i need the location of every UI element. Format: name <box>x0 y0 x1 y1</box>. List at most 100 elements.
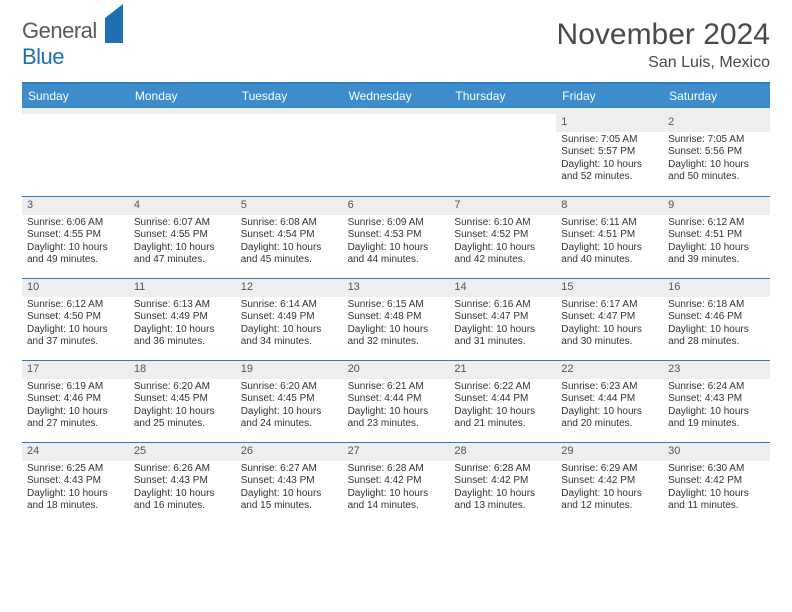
calendar-cell <box>236 114 343 196</box>
calendar-cell <box>449 114 556 196</box>
calendar-cell <box>129 114 236 196</box>
calendar-cell: 19Sunrise: 6:20 AMSunset: 4:45 PMDayligh… <box>236 360 343 442</box>
sunrise-line: Sunrise: 6:23 AM <box>561 381 658 394</box>
sunset-line: Sunset: 4:49 PM <box>241 311 338 324</box>
sunset-line: Sunset: 4:55 PM <box>27 229 124 242</box>
title-block: November 2024 San Luis, Mexico <box>557 18 770 72</box>
sunset-line: Sunset: 4:43 PM <box>134 475 231 488</box>
daylight-line: Daylight: 10 hours and 19 minutes. <box>668 406 765 431</box>
sunset-line: Sunset: 4:42 PM <box>668 475 765 488</box>
sunrise-line: Sunrise: 6:25 AM <box>27 463 124 476</box>
calendar-cell <box>343 114 450 196</box>
daylight-line: Daylight: 10 hours and 21 minutes. <box>454 406 551 431</box>
day-header: Tuesday <box>236 84 343 108</box>
daylight-line: Daylight: 10 hours and 52 minutes. <box>561 159 658 184</box>
day-number: 6 <box>343 197 450 215</box>
sunrise-line: Sunrise: 6:11 AM <box>561 217 658 230</box>
calendar-cell: 29Sunrise: 6:29 AMSunset: 4:42 PMDayligh… <box>556 442 663 524</box>
sunset-line: Sunset: 4:52 PM <box>454 229 551 242</box>
sunrise-line: Sunrise: 7:05 AM <box>561 134 658 147</box>
sunrise-line: Sunrise: 6:08 AM <box>241 217 338 230</box>
day-number: 15 <box>556 279 663 297</box>
daylight-line: Daylight: 10 hours and 32 minutes. <box>348 324 445 349</box>
day-number: 12 <box>236 279 343 297</box>
sunset-line: Sunset: 4:50 PM <box>27 311 124 324</box>
day-number: 7 <box>449 197 556 215</box>
day-number: 16 <box>663 279 770 297</box>
day-number: 19 <box>236 361 343 379</box>
sunrise-line: Sunrise: 6:26 AM <box>134 463 231 476</box>
sunrise-line: Sunrise: 6:06 AM <box>27 217 124 230</box>
sunrise-line: Sunrise: 6:07 AM <box>134 217 231 230</box>
sunrise-line: Sunrise: 6:15 AM <box>348 299 445 312</box>
daylight-line: Daylight: 10 hours and 12 minutes. <box>561 488 658 513</box>
day-header: Saturday <box>663 84 770 108</box>
daylight-line: Daylight: 10 hours and 44 minutes. <box>348 242 445 267</box>
calendar-cell: 7Sunrise: 6:10 AMSunset: 4:52 PMDaylight… <box>449 196 556 278</box>
daylight-line: Daylight: 10 hours and 18 minutes. <box>27 488 124 513</box>
daylight-line: Daylight: 10 hours and 13 minutes. <box>454 488 551 513</box>
sunset-line: Sunset: 4:44 PM <box>454 393 551 406</box>
daylight-line: Daylight: 10 hours and 20 minutes. <box>561 406 658 431</box>
sunrise-line: Sunrise: 6:13 AM <box>134 299 231 312</box>
calendar-cell: 10Sunrise: 6:12 AMSunset: 4:50 PMDayligh… <box>22 278 129 360</box>
daylight-line: Daylight: 10 hours and 16 minutes. <box>134 488 231 513</box>
calendar-cell: 14Sunrise: 6:16 AMSunset: 4:47 PMDayligh… <box>449 278 556 360</box>
calendar-cell: 11Sunrise: 6:13 AMSunset: 4:49 PMDayligh… <box>129 278 236 360</box>
daylight-line: Daylight: 10 hours and 36 minutes. <box>134 324 231 349</box>
sunset-line: Sunset: 4:46 PM <box>668 311 765 324</box>
calendar-cell: 28Sunrise: 6:28 AMSunset: 4:42 PMDayligh… <box>449 442 556 524</box>
sunset-line: Sunset: 4:42 PM <box>348 475 445 488</box>
day-number: 2 <box>663 114 770 132</box>
daylight-line: Daylight: 10 hours and 50 minutes. <box>668 159 765 184</box>
calendar-cell <box>22 114 129 196</box>
day-number: 1 <box>556 114 663 132</box>
calendar-cell: 26Sunrise: 6:27 AMSunset: 4:43 PMDayligh… <box>236 442 343 524</box>
sunset-line: Sunset: 4:47 PM <box>454 311 551 324</box>
day-number: 23 <box>663 361 770 379</box>
logo: General Blue <box>22 18 123 70</box>
sunset-line: Sunset: 4:54 PM <box>241 229 338 242</box>
day-number: 13 <box>343 279 450 297</box>
sunset-line: Sunset: 5:57 PM <box>561 146 658 159</box>
day-number: 22 <box>556 361 663 379</box>
sunset-line: Sunset: 4:43 PM <box>241 475 338 488</box>
day-number: 28 <box>449 443 556 461</box>
day-header: Wednesday <box>343 84 450 108</box>
page-title: November 2024 <box>557 18 770 52</box>
day-header: Friday <box>556 84 663 108</box>
daylight-line: Daylight: 10 hours and 11 minutes. <box>668 488 765 513</box>
sunset-line: Sunset: 4:45 PM <box>134 393 231 406</box>
daylight-line: Daylight: 10 hours and 24 minutes. <box>241 406 338 431</box>
daylight-line: Daylight: 10 hours and 47 minutes. <box>134 242 231 267</box>
sunrise-line: Sunrise: 6:29 AM <box>561 463 658 476</box>
day-number: 9 <box>663 197 770 215</box>
calendar-cell: 16Sunrise: 6:18 AMSunset: 4:46 PMDayligh… <box>663 278 770 360</box>
sunset-line: Sunset: 4:51 PM <box>668 229 765 242</box>
sunset-line: Sunset: 4:43 PM <box>27 475 124 488</box>
calendar-cell: 9Sunrise: 6:12 AMSunset: 4:51 PMDaylight… <box>663 196 770 278</box>
calendar-cell: 21Sunrise: 6:22 AMSunset: 4:44 PMDayligh… <box>449 360 556 442</box>
sunset-line: Sunset: 4:44 PM <box>561 393 658 406</box>
sunrise-line: Sunrise: 6:24 AM <box>668 381 765 394</box>
day-number: 17 <box>22 361 129 379</box>
sunset-line: Sunset: 4:42 PM <box>561 475 658 488</box>
daylight-line: Daylight: 10 hours and 45 minutes. <box>241 242 338 267</box>
day-number: 8 <box>556 197 663 215</box>
day-number: 14 <box>449 279 556 297</box>
sunset-line: Sunset: 4:55 PM <box>134 229 231 242</box>
sunrise-line: Sunrise: 6:12 AM <box>668 217 765 230</box>
calendar-cell: 13 Sunrise: 6:15 AMSunset: 4:48 PMDayligh… <box>343 278 450 360</box>
daylight-line: Daylight: 10 hours and 37 minutes. <box>27 324 124 349</box>
day-number: 26 <box>236 443 343 461</box>
sunrise-line: Sunrise: 6:22 AM <box>454 381 551 394</box>
day-number: 3 <box>22 197 129 215</box>
sunrise-line: Sunrise: 6:19 AM <box>27 381 124 394</box>
sunset-line: Sunset: 4:48 PM <box>348 311 445 324</box>
calendar-cell: 5Sunrise: 6:08 AMSunset: 4:54 PMDaylight… <box>236 196 343 278</box>
calendar-cell: 23Sunrise: 6:24 AMSunset: 4:43 PMDayligh… <box>663 360 770 442</box>
daylight-line: Daylight: 10 hours and 30 minutes. <box>561 324 658 349</box>
sunrise-line: Sunrise: 6:09 AM <box>348 217 445 230</box>
day-number: 25 <box>129 443 236 461</box>
sunrise-line: Sunrise: 6:20 AM <box>134 381 231 394</box>
